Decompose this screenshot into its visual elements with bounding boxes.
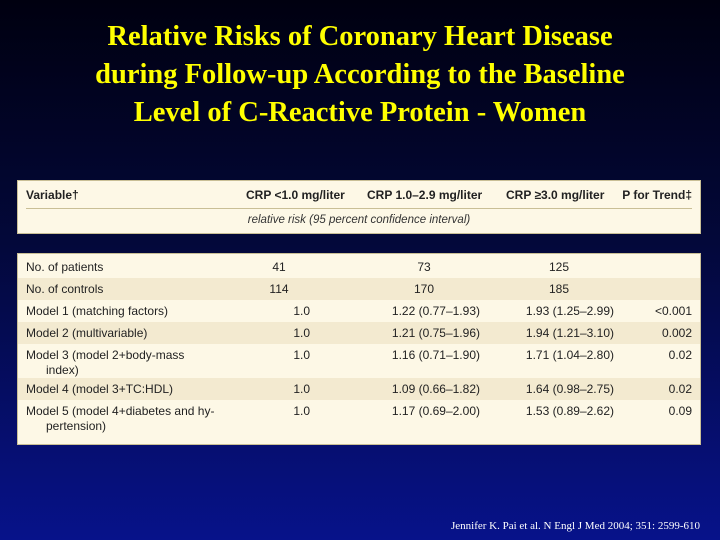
cell-crp-mid: 1.22 (0.77–1.93) (391, 304, 480, 318)
row-label: Model 4 (model 3+TC:HDL) (26, 382, 174, 396)
row-label: No. of controls (26, 282, 104, 296)
cell-crp-high: 1.64 (0.98–2.75) (525, 382, 614, 396)
table-row: Model 4 (model 3+TC:HDL) 1.0 1.09 (0.66–… (18, 378, 700, 400)
cell-crp-high: 185 (548, 282, 570, 296)
cell-crp-low: 41 (272, 260, 286, 274)
cell-crp-low: 1.0 (293, 404, 310, 418)
table-row: Model 2 (multivariable) 1.0 1.21 (0.75–1… (18, 322, 700, 344)
header-p-for-trend: P for Trend‡ (622, 188, 692, 202)
cell-crp-mid: 1.21 (0.75–1.96) (391, 326, 480, 340)
cell-crp-high: 1.71 (1.04–2.80) (525, 348, 614, 362)
header-variable: Variable† (26, 188, 79, 202)
cell-p-trend: <0.001 (654, 304, 692, 318)
cell-crp-high: 1.93 (1.25–2.99) (525, 304, 614, 318)
table-body: No. of patients 41 73 125 No. of control… (17, 253, 701, 445)
cell-crp-high: 1.94 (1.21–3.10) (525, 326, 614, 340)
cell-p-trend: 0.02 (668, 382, 692, 396)
table-row: Model 5 (model 4+diabetes and hy-pertens… (18, 400, 700, 434)
cell-crp-low: 1.0 (293, 348, 310, 362)
cell-crp-mid: 1.17 (0.69–2.00) (391, 404, 480, 418)
slide-title-line-3: Level of C-Reactive Protein - Women (133, 97, 587, 128)
row-label: Model 1 (matching factors) (26, 304, 169, 318)
table-row: No. of controls 114 170 185 (18, 278, 700, 300)
cell-crp-mid: 1.16 (0.71–1.90) (391, 348, 480, 362)
cell-crp-mid: 73 (417, 260, 431, 274)
slide-title-line-2: during Follow-up According to the Baseli… (95, 59, 625, 90)
table-header: Variable† CRP <1.0 mg/liter CRP 1.0–2.9 … (17, 180, 701, 234)
cell-crp-low: 114 (269, 282, 289, 296)
cell-p-trend: 0.09 (668, 404, 692, 418)
header-subtitle: relative risk (95 percent confidence int… (247, 214, 471, 226)
header-crp-mid: CRP 1.0–2.9 mg/liter (367, 188, 483, 202)
table-row: Model 1 (matching factors) 1.0 1.22 (0.7… (18, 300, 700, 322)
slide-title: Relative Risks of Coronary Heart Disease… (0, 18, 720, 132)
cell-crp-mid: 1.09 (0.66–1.82) (391, 382, 480, 396)
cell-crp-low: 1.0 (293, 304, 310, 318)
row-label: Model 5 (model 4+diabetes and hy-pertens… (26, 404, 215, 433)
header-crp-high: CRP ≥3.0 mg/liter (506, 188, 605, 202)
table-row: No. of patients 41 73 125 (18, 256, 700, 278)
cell-crp-low: 1.0 (293, 326, 310, 340)
cell-p-trend: 0.002 (661, 326, 692, 340)
row-label: Model 3 (model 2+body-mass index) (26, 348, 185, 377)
row-label: No. of patients (26, 260, 104, 274)
table-row: Model 3 (model 2+body-mass index) 1.0 1.1… (18, 344, 700, 378)
header-divider (26, 208, 692, 209)
row-label: Model 2 (multivariable) (26, 326, 148, 340)
cell-crp-low: 1.0 (293, 382, 310, 396)
cell-crp-high: 125 (548, 260, 570, 274)
header-crp-low: CRP <1.0 mg/liter (246, 188, 345, 202)
citation: Jennifer K. Pai et al. N Engl J Med 2004… (451, 520, 700, 532)
cell-crp-high: 1.53 (0.89–2.62) (525, 404, 614, 418)
cell-p-trend: 0.02 (668, 348, 692, 362)
slide-title-line-1: Relative Risks of Coronary Heart Disease (107, 21, 613, 52)
cell-crp-mid: 170 (413, 282, 435, 296)
